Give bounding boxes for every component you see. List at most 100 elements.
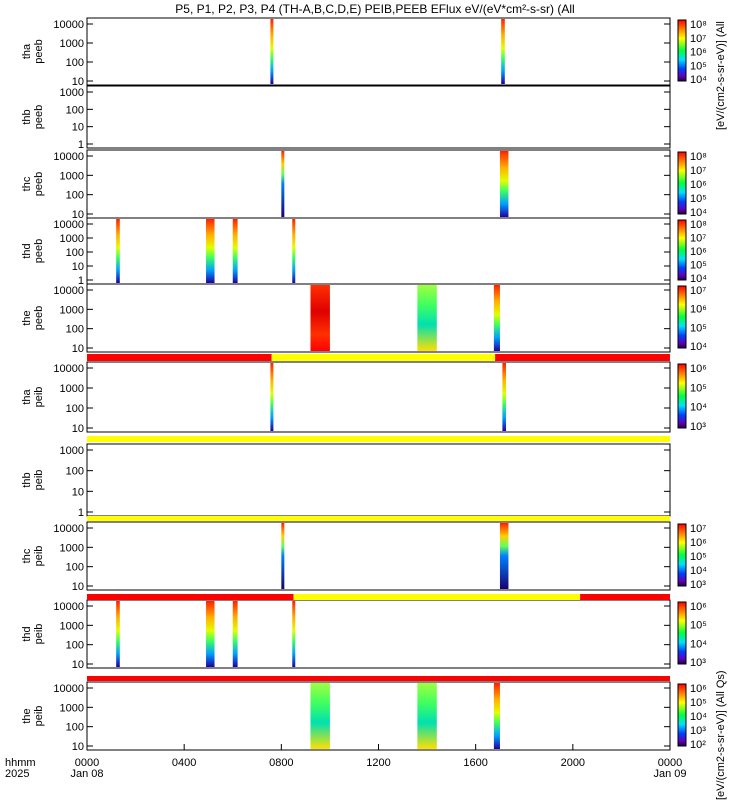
y-tick-label: 100 (66, 247, 84, 259)
panel-label-the: the (21, 708, 33, 723)
panel-label-the: the (21, 310, 33, 325)
colorbar-label: 10⁵ (690, 193, 707, 205)
panel-label-peib: peib (33, 387, 45, 408)
panel-frame (86, 283, 671, 353)
panel-label-peib: peib (33, 546, 45, 567)
y-tick-label: 10000 (53, 683, 84, 695)
colorbar-label: 10⁴ (690, 711, 707, 723)
y-tick-label: 10000 (53, 151, 84, 163)
colorbar (677, 219, 687, 281)
panel-label-peeb: peeb (33, 172, 45, 196)
spectrogram-block (232, 601, 238, 667)
y-tick-label: 1000 (60, 702, 84, 714)
colorbar-label: 10⁶ (690, 363, 707, 375)
colorbar-label: 10³ (690, 657, 706, 669)
spectrogram-block (417, 683, 437, 749)
colorbar-label: 10⁷ (690, 33, 706, 45)
colorbar-label: 10³ (690, 421, 706, 433)
panel-label-thb: thb (21, 109, 33, 124)
spectrogram-block (206, 219, 215, 283)
mode-bar-segment (580, 594, 670, 600)
panel-label-thc: thc (21, 548, 33, 563)
colorbar-label: 10⁸ (690, 219, 707, 231)
spectrogram-block (502, 363, 507, 431)
time-axis: hhmm 2025 Jan 08 Jan 09 0000 0400 0800 1200… (5, 744, 687, 780)
y-tick-label: 100 (66, 562, 84, 574)
panel-label-thc: thc (21, 176, 33, 191)
time-axis-caption-year: 2025 (5, 768, 29, 780)
colorbar-label: 10⁶ (690, 47, 707, 59)
colorbar-label: 10⁷ (690, 523, 706, 535)
mode-bar-segment (87, 436, 670, 442)
y-tick-label: 100 (66, 324, 84, 336)
y-tick-label: 1000 (60, 304, 84, 316)
y-tick-label: 10 (72, 423, 84, 435)
colorbar-label: 10⁴ (690, 273, 707, 285)
time-axis-start-date: Jan 08 (70, 768, 103, 780)
colorbar (677, 151, 687, 215)
mode-bar-segment (271, 354, 496, 361)
panel-tha-peib: 10 100 1000 10000 tha peib 10³ 10⁴ 10⁵ 10⁶ (21, 361, 707, 435)
y-tick-label: 10000 (53, 601, 84, 613)
spectrogram-block (310, 285, 330, 351)
y-tick-label: 10 (72, 659, 84, 671)
panel-label-thd: thd (21, 243, 33, 258)
spectrogram-block (499, 151, 509, 217)
spectrogram-block (292, 601, 296, 667)
colorbar-label: 10⁵ (690, 60, 707, 72)
panel-frame (86, 681, 671, 751)
spectrogram-block (281, 523, 285, 589)
colorbar-label: 10⁵ (690, 620, 707, 632)
panel-label-peib: peib (33, 470, 45, 491)
x-tick-label: 0000 (658, 757, 682, 769)
time-axis-caption-hhmm: hhmm (5, 757, 36, 769)
units-label-top: [eV/(cm2-s-sr-eV)] (All (715, 21, 727, 130)
colorbar-label: 10⁶ (690, 537, 707, 549)
y-tick-label: 100 (66, 722, 84, 734)
y-tick-label: 1000 (60, 383, 84, 395)
spectrogram-block (270, 363, 274, 431)
spectrogram-block (493, 683, 500, 749)
y-tick-label: 1 (78, 507, 84, 519)
y-tick-label: 10000 (53, 285, 84, 297)
y-tick-label: 1000 (60, 87, 84, 99)
spectrogram-block (499, 523, 509, 589)
colorbar-label: 10³ (690, 579, 706, 591)
x-tick-label: 2000 (561, 757, 585, 769)
y-tick-label: 100 (66, 466, 84, 478)
panel-label-peib: peib (33, 624, 45, 645)
colorbar (677, 683, 687, 747)
panel-label-thb: thb (21, 472, 33, 487)
panel-frame (86, 521, 671, 591)
colorbar-label: 10⁷ (690, 165, 706, 177)
y-tick-label: 1000 (60, 445, 84, 457)
panel-thc-peib: 10 100 1000 10000 thc peib 10³ 10⁴ 10⁵ 10⁶ 10⁷ (21, 521, 707, 593)
x-tick-label: 0400 (172, 757, 196, 769)
y-tick-label: 10 (72, 261, 84, 273)
mode-bar-segment (495, 354, 670, 361)
panel-thc-peeb: 10 100 1000 10000 thc peeb 10⁴ 10⁵ 10⁶ 10⁷ 10⁸ (21, 149, 707, 221)
y-tick-label: 100 (66, 403, 84, 415)
y-tick-label: 10 (72, 741, 84, 753)
y-tick-label: 10000 (53, 19, 84, 31)
colorbar-label: 10⁶ (690, 601, 707, 613)
spectrogram-block (116, 219, 120, 283)
mode-bar-segment (87, 676, 670, 681)
y-tick-label: 1000 (60, 170, 84, 182)
colorbar-label: 10⁴ (690, 565, 707, 577)
colorbar (677, 601, 687, 665)
colorbar-label: 10⁴ (690, 74, 707, 86)
panel-label-tha: tha (21, 388, 33, 404)
y-tick-label: 10 (72, 76, 84, 88)
colorbar (677, 19, 687, 82)
mode-bar-segment (87, 516, 670, 521)
x-tick-label: 0000 (75, 757, 99, 769)
spectrogram-block (232, 219, 238, 283)
panel-frame (86, 361, 671, 433)
y-tick-label: 1000 (60, 38, 84, 50)
panel-thb-peeb: 1 10 100 1000 thb peeb (21, 85, 671, 151)
spectrogram-block (417, 285, 437, 351)
